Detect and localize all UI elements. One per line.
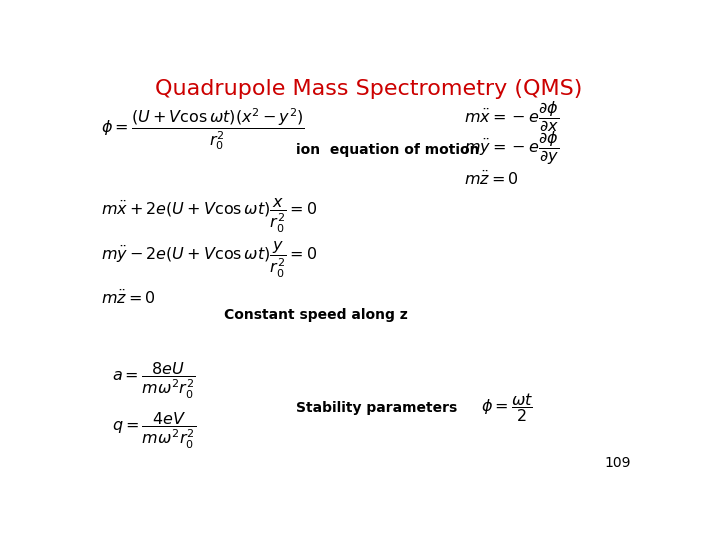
Text: $m\ddot{x}+2e(U+V\cos\omega t)\dfrac{x}{r_0^2}=0$: $m\ddot{x}+2e(U+V\cos\omega t)\dfrac{x}{… [101, 198, 318, 235]
Text: $a=\dfrac{8eU}{m\omega^2 r_0^2}$: $a=\dfrac{8eU}{m\omega^2 r_0^2}$ [112, 361, 196, 401]
Text: Constant speed along z: Constant speed along z [224, 308, 408, 322]
Text: Stability parameters: Stability parameters [297, 401, 458, 415]
Text: $m\ddot{y}=-e\dfrac{\partial\phi}{\partial y}$: $m\ddot{y}=-e\dfrac{\partial\phi}{\parti… [464, 129, 559, 167]
Text: $\phi=\dfrac{\omega t}{2}$: $\phi=\dfrac{\omega t}{2}$ [481, 392, 533, 424]
Text: $m\ddot{x}=-e\dfrac{\partial\phi}{\partial x}$: $m\ddot{x}=-e\dfrac{\partial\phi}{\parti… [464, 100, 559, 134]
Text: $m\ddot{y}-2e(U+V\cos\omega t)\dfrac{y}{r_0^2}=0$: $m\ddot{y}-2e(U+V\cos\omega t)\dfrac{y}{… [101, 240, 318, 280]
Text: $m\ddot{z}=0$: $m\ddot{z}=0$ [101, 289, 156, 307]
Text: $m\ddot{z}=0$: $m\ddot{z}=0$ [464, 170, 518, 188]
Text: 109: 109 [605, 456, 631, 470]
Text: ion  equation of motion: ion equation of motion [297, 143, 480, 157]
Text: Quadrupole Mass Spectrometry (QMS): Quadrupole Mass Spectrometry (QMS) [156, 79, 582, 99]
Text: $q=\dfrac{4eV}{m\omega^2 r_0^2}$: $q=\dfrac{4eV}{m\omega^2 r_0^2}$ [112, 410, 197, 451]
Text: $\phi = \dfrac{(U +V\cos\omega t)(x^2-y^2)}{r_0^2}$: $\phi = \dfrac{(U +V\cos\omega t)(x^2-y^… [101, 106, 305, 152]
